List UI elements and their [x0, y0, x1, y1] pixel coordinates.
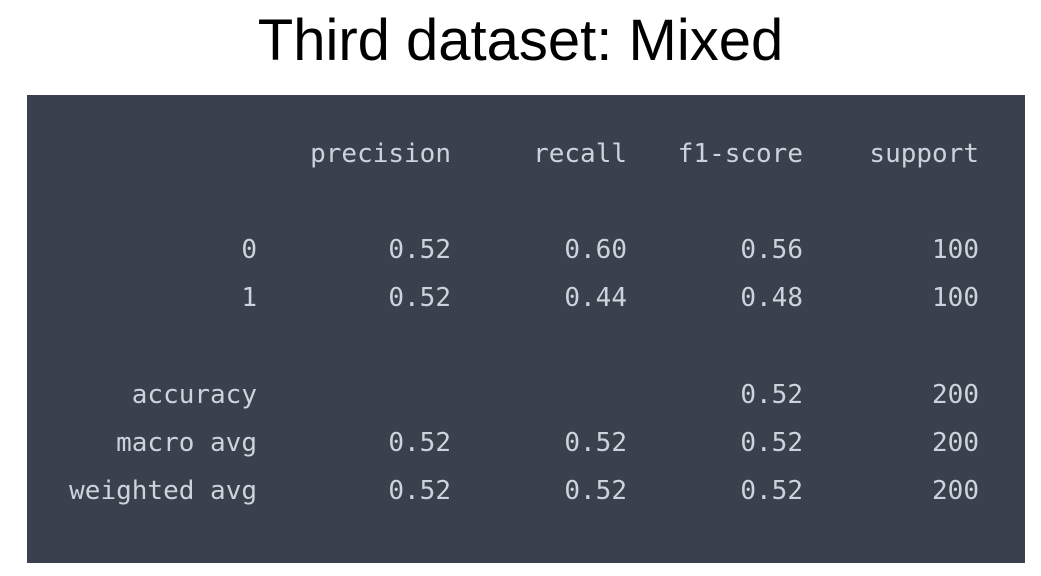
macro-avg-support: 200 — [932, 428, 979, 458]
macro-avg-f1-score: 0.52 — [740, 428, 803, 458]
cell-recall: 0.60 — [564, 235, 627, 265]
weighted-avg-label: weighted avg — [69, 476, 257, 506]
cell-precision: 0.52 — [388, 235, 451, 265]
cell-f1-score: 0.56 — [740, 235, 803, 265]
macro-avg-precision: 0.52 — [388, 428, 451, 458]
weighted-avg-f1-score: 0.52 — [740, 476, 803, 506]
header-recall: recall — [533, 139, 627, 169]
accuracy-label: accuracy — [131, 380, 257, 410]
slide-title: Third dataset: Mixed — [257, 8, 784, 73]
cell-support: 100 — [932, 283, 979, 313]
classification-report-panel: precision recall f1-score support 0 0.52… — [27, 95, 1025, 563]
macro-avg-label: macro avg — [116, 428, 257, 458]
header-support: support — [869, 139, 979, 169]
header-precision: precision — [310, 139, 451, 169]
header-f1-score: f1-score — [677, 139, 803, 169]
cell-recall: 0.44 — [564, 283, 627, 313]
accuracy-f1-score: 0.52 — [740, 380, 803, 410]
weighted-avg-precision: 0.52 — [388, 476, 451, 506]
weighted-avg-recall: 0.52 — [564, 476, 627, 506]
accuracy-support: 200 — [932, 380, 979, 410]
weighted-avg-support: 200 — [932, 476, 979, 506]
row-label: 0 — [241, 235, 257, 265]
cell-precision: 0.52 — [388, 283, 451, 313]
cell-f1-score: 0.48 — [740, 283, 803, 313]
macro-avg-recall: 0.52 — [564, 428, 627, 458]
row-label: 1 — [241, 283, 257, 313]
cell-support: 100 — [932, 235, 979, 265]
